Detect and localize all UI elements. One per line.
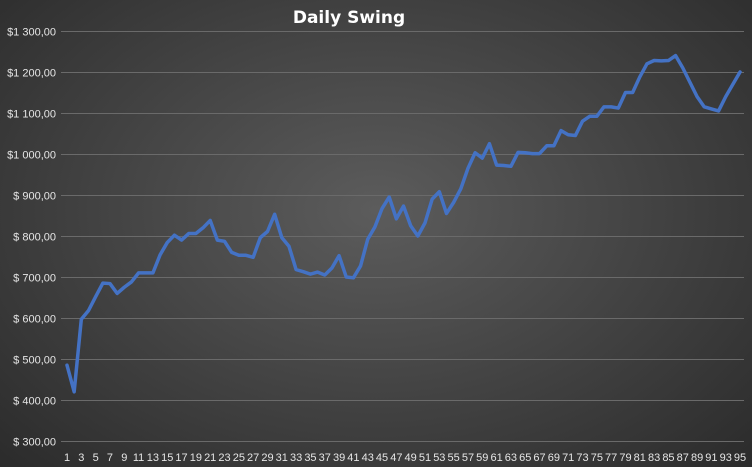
x-tick-label: 39 xyxy=(333,452,345,464)
y-axis-labels: $ 300,00 $ 400,00 $ 500,00 $ 600,00 $ 700,00… xyxy=(7,27,56,449)
x-tick-label: 15 xyxy=(161,452,173,464)
x-tick-label: 65 xyxy=(519,452,531,464)
x-tick-label: 7 xyxy=(107,452,113,464)
x-tick-label: 85 xyxy=(662,452,674,464)
gridlines xyxy=(61,31,744,442)
x-tick-label: 95 xyxy=(734,452,746,464)
y-tick-label: $ 900,00 xyxy=(13,191,56,203)
x-tick-label: 23 xyxy=(218,452,230,464)
series-line xyxy=(65,53,742,394)
y-tick-label: $ 500,00 xyxy=(13,355,56,367)
x-tick-label: 37 xyxy=(319,452,331,464)
x-tick-label: 75 xyxy=(591,452,603,464)
x-tick-label: 45 xyxy=(376,452,388,464)
x-tick-label: 35 xyxy=(304,452,316,464)
x-tick-label: 47 xyxy=(390,452,402,464)
x-tick-label: 63 xyxy=(505,452,517,464)
x-tick-label: 1 xyxy=(64,452,70,464)
x-tick-label: 69 xyxy=(548,452,560,464)
x-tick-label: 81 xyxy=(634,452,646,464)
x-tick-label: 83 xyxy=(648,452,660,464)
x-tick-label: 57 xyxy=(462,452,474,464)
x-tick-label: 11 xyxy=(133,452,144,464)
x-tick-label: 61 xyxy=(490,452,502,464)
y-tick-label: $1 300,00 xyxy=(7,27,56,39)
x-tick-label: 3 xyxy=(78,452,84,464)
x-tick-label: 25 xyxy=(233,452,245,464)
y-tick-label: $1 000,00 xyxy=(7,150,56,162)
x-tick-label: 19 xyxy=(190,452,202,464)
x-tick-label: 77 xyxy=(605,452,617,464)
y-tick-label: $ 400,00 xyxy=(13,396,56,408)
x-tick-label: 73 xyxy=(576,452,588,464)
x-tick-label: 79 xyxy=(619,452,631,464)
x-tick-label: 9 xyxy=(121,452,127,464)
y-tick-label: $ 800,00 xyxy=(13,232,56,244)
x-tick-label: 13 xyxy=(147,452,159,464)
y-tick-label: $ 700,00 xyxy=(13,273,56,285)
x-tick-label: 53 xyxy=(433,452,445,464)
x-tick-label: 89 xyxy=(691,452,703,464)
x-tick-label: 27 xyxy=(247,452,259,464)
x-tick-label: 33 xyxy=(290,452,302,464)
x-tick-label: 59 xyxy=(476,452,488,464)
x-tick-label: 43 xyxy=(362,452,374,464)
x-tick-label: 87 xyxy=(677,452,689,464)
x-tick-label: 41 xyxy=(347,452,359,464)
x-tick-label: 67 xyxy=(533,452,545,464)
y-tick-label: $ 300,00 xyxy=(13,437,56,449)
chart-title: Daily Swing xyxy=(293,8,405,28)
x-tick-label: 55 xyxy=(448,452,460,464)
x-tick-label: 21 xyxy=(204,452,216,464)
x-tick-label: 93 xyxy=(720,452,732,464)
x-tick-label: 17 xyxy=(175,452,187,464)
x-tick-label: 91 xyxy=(705,452,717,464)
x-tick-label: 71 xyxy=(562,452,574,464)
series-group xyxy=(65,53,742,394)
x-tick-label: 49 xyxy=(405,452,417,464)
y-tick-label: $1 200,00 xyxy=(7,68,56,80)
y-tick-label: $ 600,00 xyxy=(13,314,56,326)
y-tick-label: $1 100,00 xyxy=(7,109,56,121)
x-tick-label: 31 xyxy=(276,452,288,464)
x-tick-label: 5 xyxy=(93,452,99,464)
x-tick-label: 29 xyxy=(261,452,273,464)
x-tick-label: 51 xyxy=(419,452,431,464)
x-axis-labels: 1 3 5 7 9 11 13 15 17 19 21 23 25 27 29 31 33 35 37 39 41 43 4… xyxy=(64,452,746,464)
